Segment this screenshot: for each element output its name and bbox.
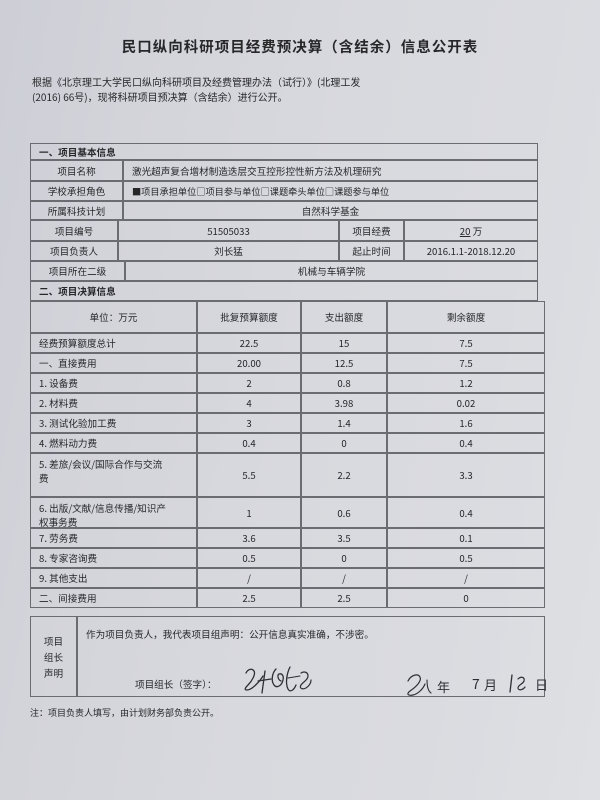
svg-text:日: 日 <box>535 675 548 694</box>
svg-text:月: 月 <box>484 675 497 694</box>
svg-text:7: 7 <box>472 674 480 694</box>
svg-text:年: 年 <box>437 677 450 696</box>
